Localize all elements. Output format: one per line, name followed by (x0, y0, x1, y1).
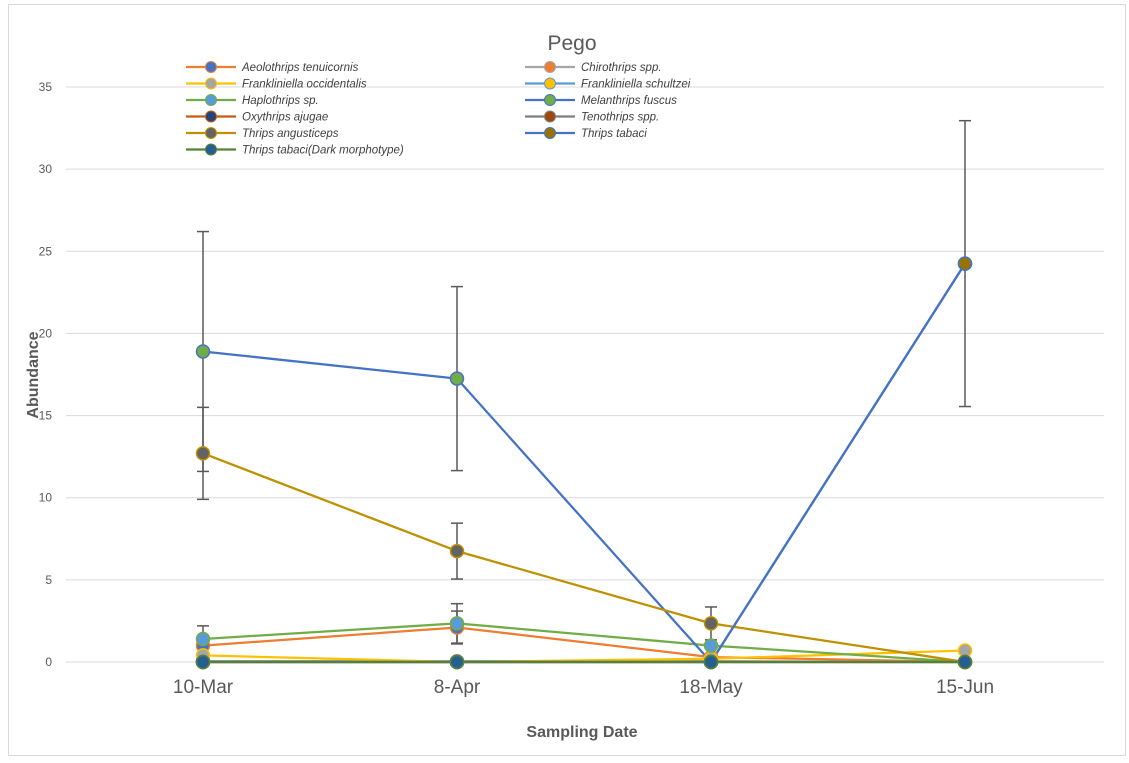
legend-label-6: Oxythrips ajugae (242, 112, 328, 124)
legend-swatch-marker-3 (544, 77, 556, 90)
legend-swatch-marker-7 (544, 110, 556, 123)
x-tick-label-2: 18-May (679, 677, 743, 698)
series-line-4 (202, 622, 966, 664)
legend-item-7: Tenothrips spp. (525, 110, 659, 124)
x-axis-label: Sampling Date (526, 724, 637, 741)
legend-swatch-marker-1 (544, 61, 556, 73)
legend-swatch-marker-5 (544, 94, 556, 106)
legend-label-0: Aeolothrips tenuicornis (241, 62, 359, 74)
series-line-0 (202, 626, 966, 664)
x-tick-label-1: 8-Apr (434, 677, 481, 698)
legend: Aeolothrips tenuicornis Chirothrips spp. F… (186, 61, 691, 157)
legend-label-3: Frankliniella schultzei (581, 79, 691, 91)
data-point-4-0 (195, 631, 211, 647)
chart-title: Pego (547, 32, 596, 55)
legend-item-4: Haplothrips sp. (186, 94, 319, 107)
legend-swatch-marker-4 (205, 94, 217, 106)
legend-label-7: Tenothrips spp. (581, 112, 659, 124)
legend-item-2: Frankliniella occidentalis (186, 77, 367, 91)
data-point-5-1 (449, 371, 465, 386)
gridlines (66, 86, 1104, 663)
legend-swatch-marker-9 (544, 127, 556, 139)
y-tick-label-0: 0 (45, 655, 52, 669)
legend-item-8: Thrips angusticeps (186, 127, 339, 140)
legend-item-1: Chirothrips spp. (525, 61, 662, 74)
data-point-10-2 (703, 654, 719, 670)
series-line-9 (203, 263, 966, 664)
data-point-8-2 (703, 616, 719, 631)
data-point-9-3 (957, 256, 973, 271)
x-axis-ticks: 10-Mar 8-Apr 18-May 15-Jun (173, 677, 994, 698)
series-layer (195, 119, 973, 670)
y-tick-label-5: 25 (39, 244, 53, 258)
series-markers (195, 256, 973, 670)
data-point-10-0 (195, 654, 211, 670)
data-point-8-1 (449, 543, 465, 559)
data-point-10-1 (449, 654, 465, 670)
data-point-4-2 (703, 638, 719, 653)
data-point-5-0 (195, 344, 211, 359)
series-lines (202, 263, 966, 664)
legend-item-0: Aeolothrips tenuicornis (186, 61, 359, 74)
legend-item-10: Thrips tabaci(Dark morphotype) (186, 143, 404, 157)
series-line-5 (202, 263, 966, 664)
legend-label-5: Melanthrips fuscus (581, 95, 677, 107)
legend-label-1: Chirothrips spp. (581, 62, 662, 74)
y-tick-label-7: 35 (39, 80, 53, 94)
y-tick-label-1: 5 (45, 573, 52, 587)
y-tick-label-3: 15 (39, 409, 53, 423)
legend-item-5: Melanthrips fuscus (525, 94, 677, 107)
error-bars (197, 119, 971, 653)
legend-swatch-marker-10 (205, 143, 217, 156)
y-axis-label: Abundance (25, 331, 42, 418)
x-tick-label-3: 15-Jun (936, 677, 994, 698)
legend-label-10: Thrips tabaci(Dark morphotype) (242, 145, 404, 157)
legend-item-6: Oxythrips ajugae (186, 110, 328, 124)
x-tick-label-0: 10-Mar (173, 677, 234, 698)
legend-item-9: Thrips tabaci (525, 127, 647, 140)
legend-item-3: Frankliniella schultzei (525, 77, 691, 91)
legend-label-2: Frankliniella occidentalis (242, 79, 367, 91)
chart-frame (8, 4, 1126, 756)
y-axis-ticks: 0 5 10 15 20 25 30 35 (39, 80, 53, 669)
legend-swatch-marker-6 (205, 110, 217, 123)
data-point-8-0 (195, 446, 211, 461)
y-tick-label-6: 30 (39, 162, 53, 176)
legend-swatch-marker-0 (205, 61, 217, 73)
legend-swatch-marker-2 (205, 77, 217, 90)
legend-label-8: Thrips angusticeps (242, 128, 339, 140)
legend-label-4: Haplothrips sp. (242, 95, 319, 107)
data-point-4-1 (449, 616, 465, 631)
legend-label-9: Thrips tabaci (581, 128, 647, 140)
y-tick-label-4: 20 (39, 326, 53, 340)
data-point-10-3 (957, 654, 973, 670)
series-line-8 (202, 452, 966, 664)
y-tick-label-2: 10 (39, 491, 53, 505)
legend-swatch-marker-8 (205, 127, 217, 139)
